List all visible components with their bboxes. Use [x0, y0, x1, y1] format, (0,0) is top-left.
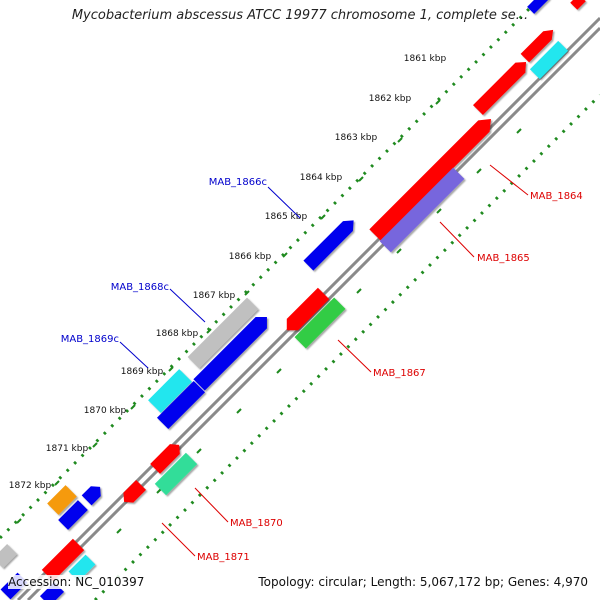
kbp-label: 1870 kbp — [84, 406, 127, 416]
kbp-tick: 1868 kbp — [156, 329, 199, 372]
kbp-label: 1865 kbp — [265, 212, 308, 222]
gene-MAB_1869c[interactable] — [148, 369, 192, 413]
accession-text: Accession: NC_010397 — [8, 575, 145, 589]
kbp-label: 1872 kbp — [9, 481, 52, 491]
gene-blue-1869[interactable] — [156, 380, 206, 430]
kbp-label: 1867 kbp — [193, 291, 236, 301]
kbp-tick: 1867 kbp — [193, 291, 236, 334]
gene-label-outer[interactable]: MAB_1868c — [111, 282, 169, 293]
gene-MAB_1871[interactable] — [119, 479, 147, 507]
label-leaders — [119, 164, 529, 557]
kbp-tick: 1864 kbp — [300, 173, 343, 220]
gene-label-inner[interactable]: MAB_1867 — [373, 368, 426, 379]
gene-MAB_1867[interactable] — [281, 287, 330, 336]
gene-red-partial[interactable] — [570, 0, 586, 10]
kbp-label: 1868 kbp — [156, 329, 199, 339]
gene-MAB_1870[interactable] — [154, 452, 198, 496]
gene-green-1867[interactable] — [294, 297, 346, 349]
gene-label-outer[interactable]: MAB_1866c — [209, 177, 267, 188]
kbp-tick: 1872 kbp — [9, 481, 52, 524]
gene-MAB_1866c[interactable] — [303, 215, 358, 271]
gene-MAB_1864[interactable] — [369, 113, 496, 241]
gene-label-inner[interactable]: MAB_1871 — [197, 552, 250, 563]
kbp-tick: 1871 kbp — [46, 444, 89, 486]
gene-red-top[interactable] — [520, 26, 558, 63]
kbp-label: 1869 kbp — [121, 367, 164, 377]
kbp-tick: 1865 kbp — [265, 212, 308, 258]
gene-cyan-bottom[interactable] — [68, 554, 96, 582]
gene-blue-1872b[interactable] — [58, 500, 88, 530]
gene-red-mid[interactable] — [473, 57, 531, 115]
outer-tick-ring — [0, 0, 541, 540]
gene-grey-bottom[interactable] — [0, 543, 18, 569]
gene-MAB_1868c[interactable] — [193, 311, 272, 391]
kbp-label: 1861 kbp — [404, 54, 447, 64]
gene-labels: MAB_1866c MAB_1868c MAB_1869c MAB_1864 M… — [61, 177, 583, 563]
inner-tick-ring — [93, 93, 600, 600]
genes — [0, 0, 586, 600]
gene-label-outer[interactable]: MAB_1869c — [61, 334, 119, 345]
kbp-ticks: 1861 kbp 1862 kbp 1863 kbp 1864 kbp 1865… — [9, 54, 447, 524]
kbp-tick: 1862 kbp — [369, 94, 412, 143]
gene-cyan-top[interactable] — [529, 40, 569, 80]
kbp-tick: 1866 kbp — [229, 252, 272, 296]
gene-label-inner[interactable]: MAB_1870 — [230, 518, 283, 529]
genome-stats-text: Topology: circular; Length: 5,067,172 bp… — [258, 575, 588, 589]
gene-red-1870a[interactable] — [150, 440, 184, 474]
gene-blue-1872a[interactable] — [81, 482, 105, 506]
kbp-label: 1866 kbp — [229, 252, 272, 262]
kbp-label: 1862 kbp — [369, 94, 412, 104]
kbp-tick: 1869 kbp — [121, 367, 164, 410]
kbp-tick: 1870 kbp — [84, 406, 127, 448]
kbp-tick: 1861 kbp — [404, 54, 447, 105]
gene-MAB_1865[interactable] — [379, 167, 465, 253]
kbp-tick: 1863 kbp — [335, 133, 378, 182]
gene-label-inner[interactable]: MAB_1865 — [477, 253, 530, 264]
kbp-label: 1871 kbp — [46, 444, 89, 454]
gene-orange-1872[interactable] — [47, 485, 77, 515]
map-title: Mycobacterium abscessus ATCC 19977 chrom… — [71, 8, 529, 23]
kbp-label: 1863 kbp — [335, 133, 378, 143]
kbp-label: 1864 kbp — [300, 173, 343, 183]
gene-blue-partial[interactable] — [527, 0, 550, 14]
gene-grey-1868c[interactable] — [187, 297, 259, 369]
gene-label-inner[interactable]: MAB_1864 — [530, 191, 583, 202]
gene-red-bottom[interactable] — [41, 538, 85, 582]
